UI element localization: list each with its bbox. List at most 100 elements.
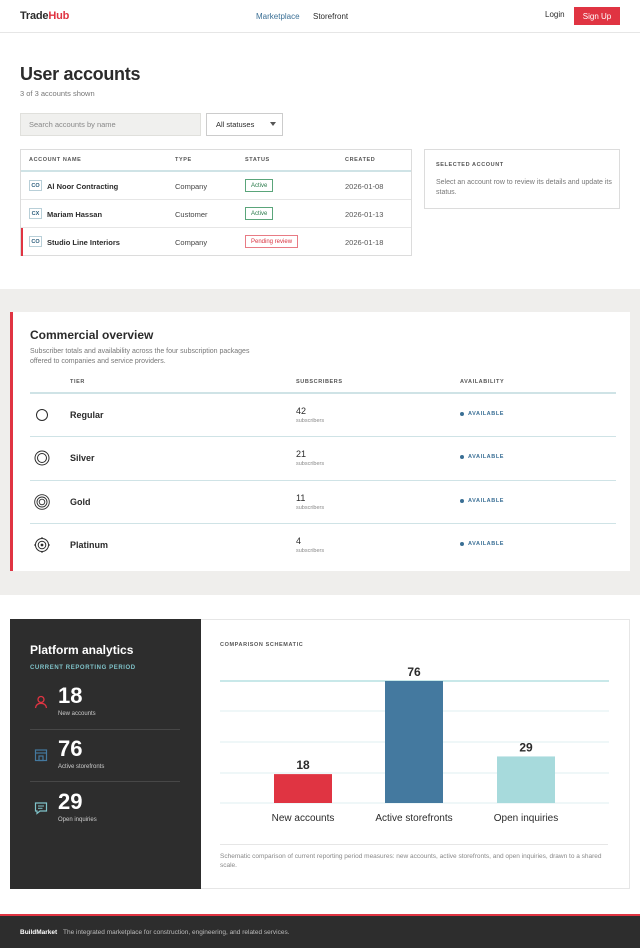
signup-button[interactable]: Sign Up bbox=[574, 7, 620, 25]
account-type: Customer bbox=[175, 210, 208, 219]
category-label: Active storefronts bbox=[375, 813, 452, 824]
analytics-title: Platform analytics bbox=[30, 643, 134, 657]
bar-value-label: 76 bbox=[407, 665, 421, 679]
metric-open-inquiries: 29 Open inquiries bbox=[30, 787, 180, 839]
tier-name: Platinum bbox=[70, 540, 109, 550]
commercial-overview-card: Commercial overview Subscriber totals an… bbox=[10, 312, 630, 571]
bar-value-label: 29 bbox=[519, 740, 533, 754]
search-input[interactable]: Search accounts by name bbox=[20, 113, 201, 136]
metric-label: New accounts bbox=[58, 711, 96, 717]
schematic-title: COMPARISON SCHEMATIC bbox=[220, 642, 304, 648]
footer-brand: BuildMarket bbox=[20, 929, 58, 936]
logo-trade: Trade bbox=[20, 10, 49, 22]
metric-divider bbox=[30, 781, 180, 782]
footer: BuildMarket The integrated marketplace f… bbox=[0, 914, 640, 948]
account-name: Al Noor Contracting bbox=[47, 182, 119, 191]
tier-availability-label: AVAILABLE bbox=[468, 411, 505, 417]
metric-label: Active storefronts bbox=[58, 764, 105, 770]
accounts-table: ACCOUNT NAME TYPE STATUS CREATED CO Al N… bbox=[20, 149, 412, 256]
tier-availability: AVAILABLE bbox=[460, 454, 504, 460]
tier-availability: AVAILABLE bbox=[460, 498, 504, 504]
tier-unit: subscribers bbox=[296, 418, 325, 424]
table-row[interactable]: CO Al Noor Contracting Company Active 20… bbox=[21, 172, 411, 200]
table-row[interactable]: CX Mariam Hassan Customer Active 2026-01… bbox=[21, 200, 411, 228]
bar-value-label: 18 bbox=[296, 758, 310, 772]
selected-account-text: Select an account row to review its deta… bbox=[436, 179, 612, 196]
comparison-schematic-panel: COMPARISON SCHEMATIC 18 New accounts 76 Act… bbox=[201, 619, 630, 889]
category-label: Open inquiries bbox=[494, 813, 558, 824]
tier-row-gold: Gold 11 subscribers AVAILABLE bbox=[30, 481, 616, 524]
status-badge: Active bbox=[245, 179, 274, 192]
column-header-type[interactable]: TYPE bbox=[175, 157, 192, 163]
column-header-tier: TIER bbox=[70, 379, 85, 385]
account-name: Studio Line Interiors bbox=[47, 238, 120, 247]
bar-open-inquiries bbox=[497, 756, 555, 803]
tier-availability-label: AVAILABLE bbox=[468, 454, 505, 460]
tier-subscribers: 11 bbox=[296, 493, 306, 503]
page-title: User accounts bbox=[20, 64, 141, 84]
status-badge: Active bbox=[245, 207, 274, 220]
note-divider bbox=[220, 844, 608, 845]
regular-tier-icon bbox=[36, 409, 48, 421]
header-divider bbox=[21, 170, 411, 172]
tier-name: Silver bbox=[70, 453, 95, 463]
column-header-status[interactable]: STATUS bbox=[245, 157, 270, 163]
bar-active-storefronts bbox=[385, 681, 443, 803]
metric-label: Open inquiries bbox=[58, 817, 97, 823]
tier-divider bbox=[30, 523, 616, 524]
logo-hub: Hub bbox=[48, 10, 70, 22]
chat-icon bbox=[34, 802, 48, 815]
tier-unit: subscribers bbox=[296, 548, 325, 554]
tier-header-divider bbox=[30, 392, 616, 394]
tier-unit: subscribers bbox=[296, 505, 325, 511]
schematic-note: Schematic comparison of current reportin… bbox=[220, 853, 602, 869]
account-type: Company bbox=[175, 238, 208, 247]
tier-availability-label: AVAILABLE bbox=[468, 498, 505, 504]
metric-new-accounts: 18 New accounts bbox=[30, 681, 180, 733]
user-icon bbox=[34, 695, 48, 709]
selected-account-title: SELECTED ACCOUNT bbox=[436, 162, 504, 168]
account-initials-badge: CO bbox=[29, 236, 42, 247]
login-link[interactable]: Login bbox=[545, 10, 565, 19]
column-header-subscribers: SUBSCRIBERS bbox=[296, 379, 343, 385]
account-type: Company bbox=[175, 182, 208, 191]
metric-active-storefronts: 76 Active storefronts bbox=[30, 734, 180, 786]
nav-storefront[interactable]: Storefront bbox=[313, 12, 349, 21]
platinum-tier-icon bbox=[34, 537, 50, 553]
column-header-availability: AVAILABILITY bbox=[460, 379, 505, 385]
logo[interactable]: TradeHub bbox=[20, 10, 69, 22]
comparison-bar-chart: 18 New accounts 76 Active storefronts 29 Open… bbox=[220, 665, 609, 824]
table-row[interactable]: CO Studio Line Interiors Company Pending… bbox=[21, 228, 411, 256]
chevron-down-icon bbox=[270, 122, 276, 126]
silver-tier-icon bbox=[34, 450, 50, 466]
status-dot-icon bbox=[460, 499, 464, 503]
nav-marketplace[interactable]: Marketplace bbox=[256, 12, 300, 21]
tier-row-regular: Regular 42 subscribers AVAILABLE bbox=[30, 394, 616, 437]
tier-subscribers: 4 bbox=[296, 536, 302, 546]
selected-account-panel: SELECTED ACCOUNT Select an account row t… bbox=[424, 149, 620, 209]
account-initials-badge: CO bbox=[29, 180, 42, 191]
commercial-title: Commercial overview bbox=[30, 328, 154, 342]
status-badge: Pending review bbox=[245, 235, 299, 248]
tier-availability: AVAILABLE bbox=[460, 541, 504, 547]
status-filter-select[interactable]: All statuses bbox=[206, 113, 283, 136]
metric-divider bbox=[30, 729, 180, 730]
account-initials-badge: CX bbox=[29, 208, 42, 219]
commercial-subtitle: Subscriber totals and availability acros… bbox=[30, 348, 250, 365]
storefront-icon bbox=[34, 749, 48, 762]
column-header-account-name[interactable]: ACCOUNT NAME bbox=[29, 157, 82, 163]
accounts-count: 3 of 3 accounts shown bbox=[20, 89, 95, 98]
gold-tier-icon bbox=[34, 494, 50, 510]
status-dot-icon bbox=[460, 542, 464, 546]
tier-name: Regular bbox=[70, 410, 104, 420]
tier-subscribers: 21 bbox=[296, 449, 307, 459]
tier-row-silver: Silver 21 subscribers AVAILABLE bbox=[30, 437, 616, 480]
tier-name: Gold bbox=[70, 497, 91, 507]
tier-row-platinum: Platinum 4 subscribers AVAILABLE bbox=[30, 524, 616, 567]
tier-availability: AVAILABLE bbox=[460, 411, 504, 417]
column-header-created[interactable]: CREATED bbox=[345, 157, 376, 163]
tier-availability-label: AVAILABLE bbox=[468, 541, 505, 547]
account-created: 2026-01-18 bbox=[345, 238, 384, 247]
reporting-period: CURRENT REPORTING PERIOD bbox=[30, 665, 136, 671]
metric-value: 18 bbox=[58, 683, 83, 708]
